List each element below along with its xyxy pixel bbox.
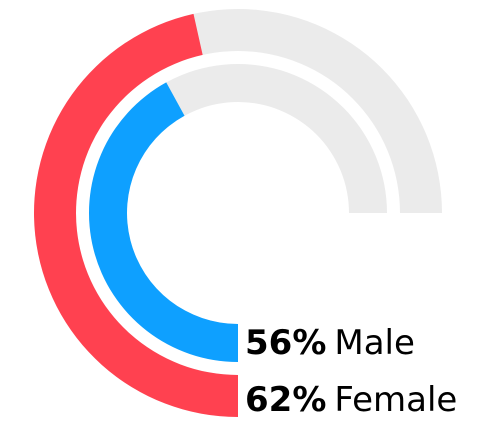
bars [33, 13, 239, 417]
label-male: 56% Male [245, 323, 415, 363]
male-series-label: Male [334, 323, 415, 363]
female-series-label: Female [334, 380, 457, 420]
label-female: 62% Female [245, 380, 457, 420]
bar-male [89, 82, 239, 363]
female-percent-label: 62% [245, 380, 326, 420]
male-percent-label: 56% [245, 323, 326, 363]
bar-female [33, 13, 238, 417]
